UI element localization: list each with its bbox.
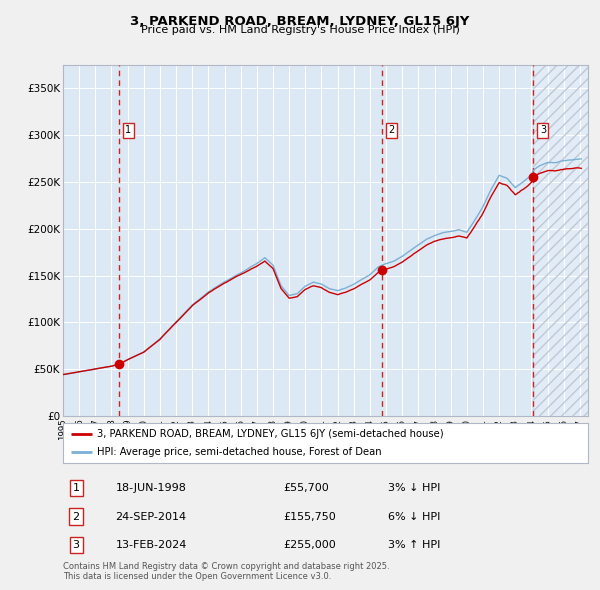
Bar <box>533 65 588 416</box>
Text: 2: 2 <box>73 512 80 522</box>
Text: HPI: Average price, semi-detached house, Forest of Dean: HPI: Average price, semi-detached house,… <box>97 447 382 457</box>
Text: 1: 1 <box>73 483 80 493</box>
Text: 2: 2 <box>388 126 394 136</box>
Text: 3% ↓ HPI: 3% ↓ HPI <box>389 483 441 493</box>
Text: 6% ↓ HPI: 6% ↓ HPI <box>389 512 441 522</box>
Text: £155,750: £155,750 <box>284 512 336 522</box>
Text: 3, PARKEND ROAD, BREAM, LYDNEY, GL15 6JY: 3, PARKEND ROAD, BREAM, LYDNEY, GL15 6JY <box>130 15 470 28</box>
Text: Price paid vs. HM Land Registry's House Price Index (HPI): Price paid vs. HM Land Registry's House … <box>140 25 460 35</box>
Text: 1: 1 <box>125 126 131 136</box>
Text: This data is licensed under the Open Government Licence v3.0.: This data is licensed under the Open Gov… <box>63 572 331 581</box>
Text: 3, PARKEND ROAD, BREAM, LYDNEY, GL15 6JY (semi-detached house): 3, PARKEND ROAD, BREAM, LYDNEY, GL15 6JY… <box>97 429 444 439</box>
Bar <box>533 65 588 416</box>
Text: 13-FEB-2024: 13-FEB-2024 <box>115 540 187 550</box>
Text: 3: 3 <box>73 540 80 550</box>
Text: 18-JUN-1998: 18-JUN-1998 <box>115 483 187 493</box>
Text: 3% ↑ HPI: 3% ↑ HPI <box>389 540 441 550</box>
Text: £55,700: £55,700 <box>284 483 329 493</box>
Text: 24-SEP-2014: 24-SEP-2014 <box>115 512 187 522</box>
Text: 3: 3 <box>540 126 546 136</box>
Text: Contains HM Land Registry data © Crown copyright and database right 2025.: Contains HM Land Registry data © Crown c… <box>63 562 389 571</box>
Text: £255,000: £255,000 <box>284 540 336 550</box>
